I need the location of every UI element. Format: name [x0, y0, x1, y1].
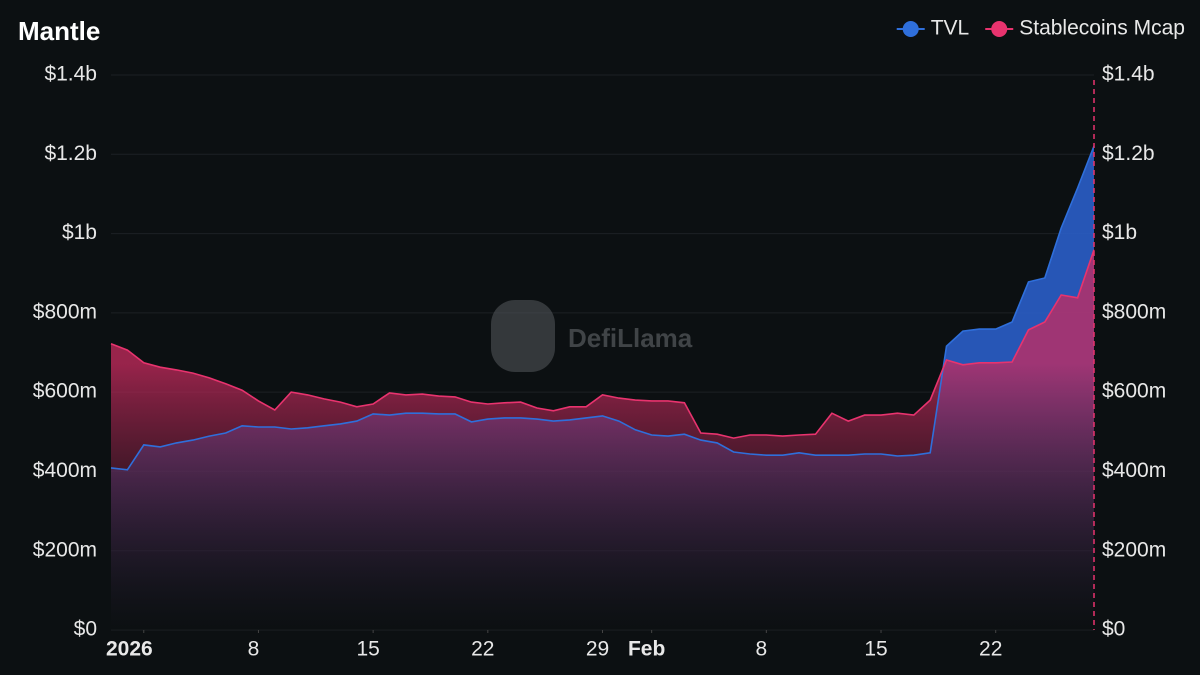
- y2-tick-label: $0: [1102, 618, 1125, 641]
- line: [110, 145, 1095, 471]
- y-tick-label: $400m: [33, 459, 97, 482]
- legend-label: TVL: [931, 17, 970, 40]
- x-tick-label: 15: [356, 638, 379, 661]
- y2-tick-label: $600m: [1102, 380, 1166, 403]
- y-tick-label: $800m: [33, 300, 97, 323]
- x-tick-label: 8: [248, 638, 260, 661]
- area: [111, 249, 1094, 631]
- watermark-logo: [491, 300, 555, 372]
- legend-label: Stablecoins Mcap: [1019, 17, 1185, 40]
- y2-tick-label: $1.4b: [1102, 63, 1155, 86]
- watermark: DefiLlama: [491, 300, 693, 372]
- y2-tick-label: $1b: [1102, 221, 1137, 244]
- x-tick-label: 22: [471, 638, 494, 661]
- legend-swatch: [902, 21, 919, 37]
- x-tick-label: 29: [586, 638, 609, 661]
- y2-tick-label: $800m: [1102, 300, 1166, 323]
- x-tick-label: 22: [979, 638, 1002, 661]
- x-tick-label: Feb: [628, 638, 665, 661]
- line: [110, 249, 1095, 439]
- y-tick-label: $0: [74, 618, 97, 641]
- y-tick-label: $1.4b: [44, 63, 97, 86]
- y-tick-label: $600m: [33, 380, 97, 403]
- y2-tick-label: $1.2b: [1102, 142, 1155, 165]
- x-tick-label: 2026: [106, 638, 153, 661]
- x-tick-label: 8: [755, 638, 767, 661]
- chart-title: Mantle: [18, 16, 100, 46]
- x-tick-label: 15: [864, 638, 887, 661]
- y2-tick-label: $200m: [1102, 538, 1166, 561]
- legend-swatch: [991, 21, 1008, 37]
- watermark-text: DefiLlama: [568, 323, 693, 353]
- y-tick-label: $1b: [62, 221, 97, 244]
- y2-tick-label: $400m: [1102, 459, 1166, 482]
- y-tick-label: $200m: [33, 538, 97, 561]
- y-tick-label: $1.2b: [44, 142, 97, 165]
